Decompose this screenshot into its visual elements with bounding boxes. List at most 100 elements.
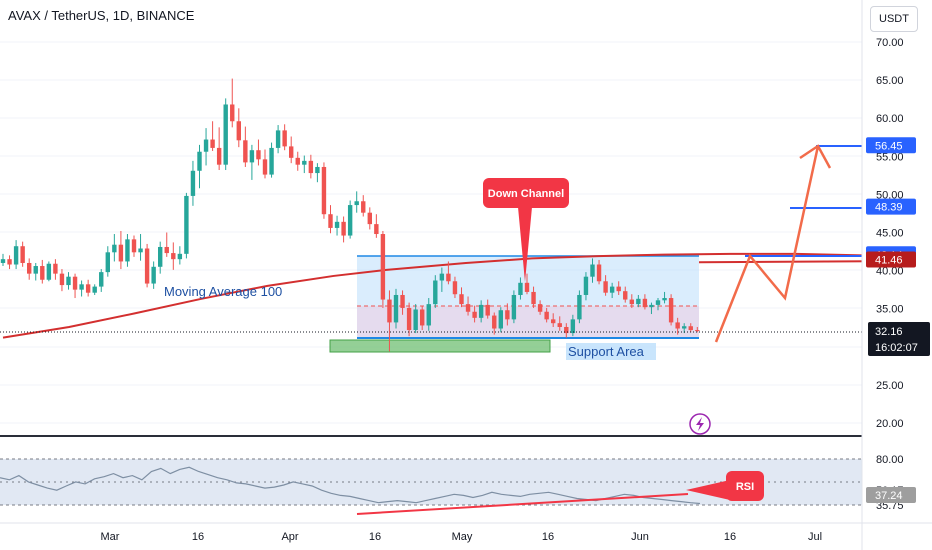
rsi-tick-label: 80.00 <box>876 454 904 466</box>
candle-body <box>564 326 569 334</box>
candle-body <box>649 304 654 308</box>
candle-body <box>570 319 576 334</box>
support-area-label: Support Area <box>568 344 645 359</box>
rsi-callout: RSI <box>686 471 764 501</box>
candle-body <box>596 264 602 282</box>
time-tick-label: 16 <box>369 531 381 543</box>
candle-body <box>623 291 628 300</box>
candle-body <box>347 205 353 236</box>
time-tick-label: 16 <box>192 531 204 543</box>
candle-body <box>210 139 215 148</box>
candle-body <box>629 299 634 305</box>
price-tick-label: 60.00 <box>876 113 904 125</box>
candle-body <box>236 121 241 141</box>
candle-body <box>230 104 235 122</box>
candle-body <box>367 212 372 225</box>
price-tick-label: 65.00 <box>876 75 904 87</box>
candle-body <box>321 166 327 215</box>
price-tick-label: 20.00 <box>876 418 904 430</box>
candle-body <box>524 282 530 292</box>
projection-path <box>714 145 820 343</box>
candle-body <box>197 151 202 171</box>
projection-arrow-head <box>799 144 832 169</box>
price-tick-label: 50.00 <box>876 189 904 201</box>
candle-body <box>361 201 366 213</box>
price-tick-label: 55.00 <box>876 151 904 163</box>
candle-body <box>603 281 608 293</box>
rsi-label: RSI <box>736 481 754 493</box>
candle-body <box>531 291 536 305</box>
price-grid <box>0 41 862 424</box>
price-tick-label: 25.00 <box>876 380 904 392</box>
rsi-line <box>0 466 701 505</box>
candle-body <box>406 307 412 331</box>
time-tick-label: Jun <box>631 531 649 543</box>
candle-body <box>420 309 425 326</box>
candle-body <box>459 294 464 305</box>
candle-body <box>433 280 438 305</box>
candle-body <box>33 266 38 274</box>
support-zone <box>329 339 551 353</box>
price-tag-bg <box>866 137 916 154</box>
candle-body <box>20 246 25 263</box>
price-tick-label: 45.00 <box>876 228 904 240</box>
candle-body <box>118 244 124 262</box>
candle-body <box>590 264 595 277</box>
candle-body <box>609 286 615 293</box>
candle-body <box>334 221 340 228</box>
candle-body <box>7 259 12 265</box>
candle-body <box>583 276 589 295</box>
candle-body <box>537 304 543 312</box>
candle-body <box>655 300 661 305</box>
candle-body <box>282 130 287 147</box>
moving-average-label: Moving Average 100 <box>164 284 282 299</box>
price-tag-label: 48.39 <box>875 202 903 214</box>
candle-body <box>144 248 150 284</box>
time-tick-label: Jul <box>808 531 822 543</box>
time-axis-ticks: Mar 16 Apr 16 May 16 Jun 16 Jul <box>101 531 823 543</box>
candle-body <box>446 273 451 282</box>
candle-body <box>688 326 693 331</box>
candle-body <box>105 252 110 273</box>
rsi-trendline <box>356 493 689 515</box>
candle-body <box>695 330 700 332</box>
candle-body <box>53 263 58 274</box>
candle-body <box>125 239 130 262</box>
candle-body <box>184 195 189 254</box>
down-channel-label: Down Channel <box>488 188 564 200</box>
price-tick-label: 70.00 <box>876 37 904 49</box>
price-tick-label: 40.00 <box>876 266 904 278</box>
lightning-icon[interactable] <box>689 413 711 435</box>
bar-countdown: 16:02:07 <box>875 342 918 354</box>
candle-body <box>308 160 314 174</box>
candle-body <box>577 294 582 320</box>
candle-body <box>269 147 274 175</box>
candle-body <box>164 246 169 254</box>
support-label-bg <box>566 343 656 360</box>
candle-body <box>289 146 294 158</box>
candle-body <box>505 310 510 320</box>
candle-body <box>393 294 399 323</box>
candle-body <box>616 286 621 292</box>
rsi-value-tag: 37.24 <box>866 487 916 503</box>
candle-body <box>400 294 405 308</box>
candle-body <box>328 214 333 228</box>
candle-body <box>171 253 176 260</box>
candle-body <box>203 139 209 152</box>
candle-body <box>511 294 517 320</box>
currency-button[interactable]: USDT <box>870 6 918 32</box>
time-tick-label: 16 <box>724 531 736 543</box>
candle-body <box>478 304 484 318</box>
price-tag-label: 41.46 <box>875 254 903 266</box>
candle-body <box>13 246 19 265</box>
price-axis[interactable] <box>862 0 932 550</box>
candle-body <box>354 201 359 206</box>
candle-body <box>675 322 680 329</box>
candle-body <box>295 157 300 165</box>
candle-body <box>72 276 78 290</box>
candle-body <box>341 221 346 236</box>
candle-body <box>642 298 648 308</box>
candle-body <box>131 239 137 253</box>
